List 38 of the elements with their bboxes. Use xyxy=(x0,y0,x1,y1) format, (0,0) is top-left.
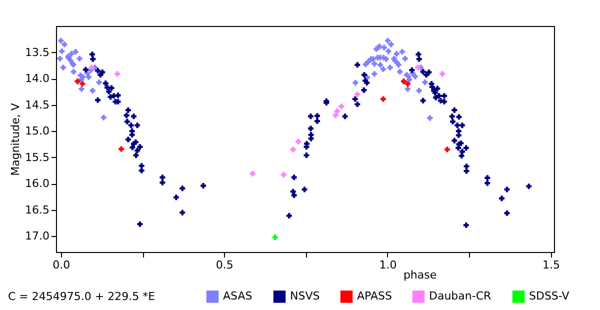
point xyxy=(354,92,360,98)
y-tick-label: 15.0 xyxy=(25,124,50,138)
y-tick-label: 16.5 xyxy=(25,203,50,216)
point xyxy=(338,104,344,110)
y-tick-label: 16.0 xyxy=(25,177,50,190)
point xyxy=(118,146,124,152)
point xyxy=(290,146,296,152)
point xyxy=(272,234,278,240)
x-axis-title: phase xyxy=(403,268,437,282)
point xyxy=(415,64,421,70)
point xyxy=(444,146,450,152)
x-tick-label: 1.5 xyxy=(542,258,560,272)
legend-label: NSVS xyxy=(290,290,320,303)
legend-label: APASS xyxy=(357,290,392,303)
point xyxy=(280,172,286,178)
x-tick-label: 0.0 xyxy=(52,258,70,272)
legend-label: SDSS-V xyxy=(529,290,570,303)
point xyxy=(80,81,86,87)
y-tick-label: 15.5 xyxy=(25,150,50,164)
point xyxy=(440,71,446,77)
point xyxy=(88,64,94,70)
x-tick-label: 0.5 xyxy=(216,258,234,272)
y-tick-label: 13.5 xyxy=(25,46,50,59)
point xyxy=(334,108,340,114)
y-tick-label: 14.5 xyxy=(25,98,50,112)
legend-label: ASAS xyxy=(223,290,252,303)
y-tick-label: 14.0 xyxy=(25,72,50,86)
x-tick-label: 1.0 xyxy=(379,258,397,272)
y-axis-title: Magnitude, V xyxy=(9,102,22,176)
point xyxy=(332,112,338,118)
point xyxy=(114,71,120,77)
point xyxy=(380,96,386,102)
text: C = 2454975.0 + 229.5 *E xyxy=(8,290,156,303)
y-tick-label: 17.0 xyxy=(25,230,50,243)
point xyxy=(250,170,256,176)
legend-label: Dauban-CR xyxy=(429,290,492,303)
point xyxy=(404,81,410,87)
point xyxy=(296,138,302,144)
